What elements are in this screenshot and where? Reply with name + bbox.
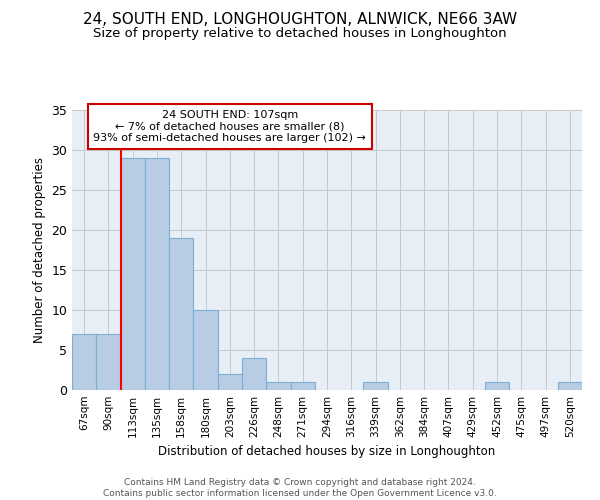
Bar [218,374,242,390]
Bar [364,382,388,390]
Bar [193,310,218,390]
Bar [72,334,96,390]
Text: Size of property relative to detached houses in Longhoughton: Size of property relative to detached ho… [93,28,507,40]
Bar [485,382,509,390]
Y-axis label: Number of detached properties: Number of detached properties [33,157,46,343]
Bar [96,334,121,390]
Bar [290,382,315,390]
Text: 24 SOUTH END: 107sqm
← 7% of detached houses are smaller (8)
93% of semi-detache: 24 SOUTH END: 107sqm ← 7% of detached ho… [94,110,366,143]
Bar [169,238,193,390]
Bar [242,358,266,390]
Text: Contains HM Land Registry data © Crown copyright and database right 2024.
Contai: Contains HM Land Registry data © Crown c… [103,478,497,498]
Text: 24, SOUTH END, LONGHOUGHTON, ALNWICK, NE66 3AW: 24, SOUTH END, LONGHOUGHTON, ALNWICK, NE… [83,12,517,28]
X-axis label: Distribution of detached houses by size in Longhoughton: Distribution of detached houses by size … [158,446,496,458]
Bar [145,158,169,390]
Bar [266,382,290,390]
Bar [558,382,582,390]
Bar [121,158,145,390]
